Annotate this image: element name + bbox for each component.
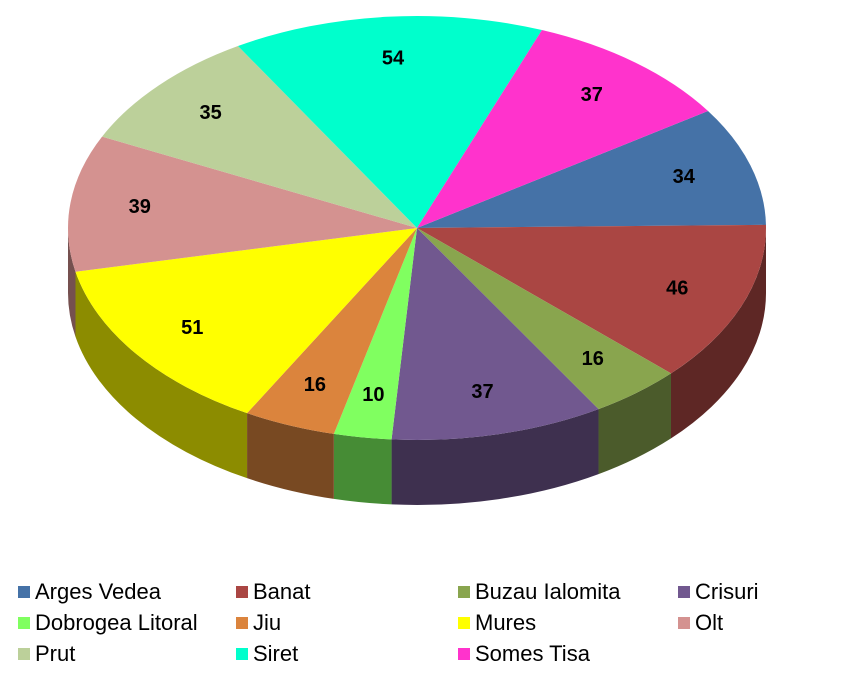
slice <box>417 30 709 228</box>
data-label: 16 <box>304 374 326 396</box>
legend-label: Jiu <box>253 610 281 635</box>
legend-label: Banat <box>253 579 311 604</box>
slice-side <box>68 228 76 337</box>
data-label: 35 <box>200 102 222 124</box>
slice <box>333 228 417 440</box>
data-label: 37 <box>471 381 493 403</box>
slice-side <box>391 409 599 505</box>
slice <box>102 46 417 228</box>
data-label: 37 <box>581 84 603 106</box>
legend-label: Buzau Ialomita <box>475 579 621 604</box>
slice-side <box>598 373 671 475</box>
slice <box>68 136 418 272</box>
legend-swatch <box>236 617 248 629</box>
legend-swatch <box>18 586 30 598</box>
slice <box>75 228 417 414</box>
legend-label: Olt <box>695 610 723 635</box>
legend-swatch <box>236 648 248 660</box>
data-label: 34 <box>673 166 696 188</box>
legend-swatch <box>458 586 470 598</box>
slice-side <box>670 228 766 439</box>
legend-label: Crisuri <box>695 579 759 604</box>
legend-label: Prut <box>35 641 75 666</box>
slice <box>417 224 766 374</box>
data-label: 16 <box>582 348 604 370</box>
data-label: 46 <box>666 278 688 300</box>
legend-label: Siret <box>253 641 298 666</box>
legend-swatch <box>458 617 470 629</box>
legend-swatch <box>458 648 470 660</box>
data-label: 39 <box>129 196 151 218</box>
legend-swatch <box>236 586 248 598</box>
slice-side <box>75 271 248 479</box>
legend-label: Mures <box>475 610 536 635</box>
legend-label: Dobrogea Litoral <box>35 610 198 635</box>
legend-label: Arges Vedea <box>35 579 162 604</box>
legend-swatch <box>678 586 690 598</box>
slice <box>391 228 599 440</box>
legend-swatch <box>18 617 30 629</box>
legend-label: Somes Tisa <box>475 641 591 666</box>
legend-swatch <box>678 617 690 629</box>
data-label: 10 <box>362 384 384 406</box>
slice-side <box>247 413 334 499</box>
slice <box>417 110 766 228</box>
data-label: 54 <box>382 47 405 69</box>
slice <box>237 16 542 229</box>
legend-swatch <box>18 648 30 660</box>
slice <box>247 228 417 434</box>
data-label: 51 <box>181 317 203 339</box>
slice <box>417 228 671 410</box>
slice-side <box>333 433 392 505</box>
